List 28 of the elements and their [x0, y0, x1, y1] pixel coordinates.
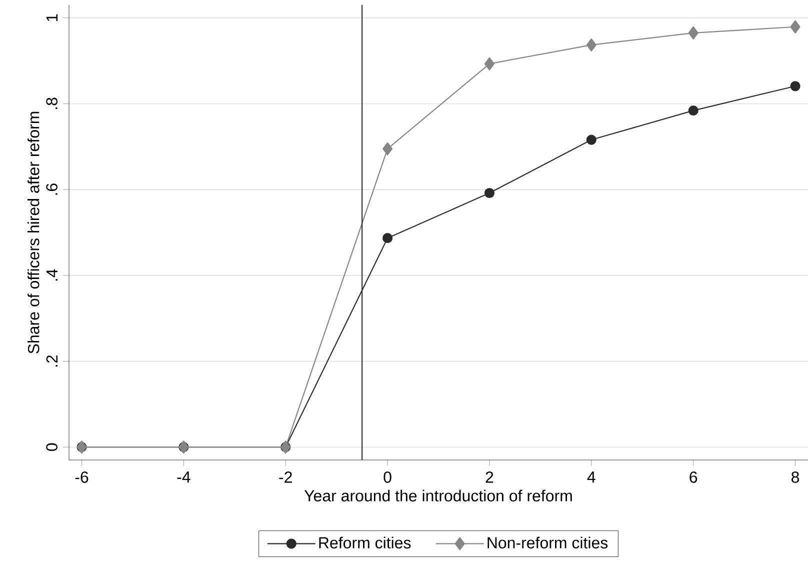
legend-label: Reform cities [319, 536, 411, 548]
y-tick-label: 1 [46, 14, 58, 22]
x-tick-label: 4 [587, 472, 596, 483]
legend-label: Non-reform cities [488, 536, 608, 548]
point [586, 38, 596, 52]
point [382, 233, 393, 244]
point [586, 134, 596, 145]
x-tick-label: 2 [486, 472, 494, 483]
y-axis-title: Share of officers hired after reform [28, 112, 40, 354]
y-tick-label: .4 [46, 269, 58, 281]
point [688, 106, 698, 116]
y-tick-label: .6 [46, 184, 58, 195]
y-tick-label: .2 [46, 355, 58, 366]
x-tick-label: 6 [690, 472, 698, 483]
x-tick-label: 0 [384, 472, 392, 483]
y-tick-label: .8 [46, 98, 58, 109]
x-axis-title: Year around the introduction of reform [304, 490, 572, 502]
x-tick-label: -6 [75, 472, 88, 483]
x-tick-label: -2 [279, 472, 292, 483]
point [484, 188, 495, 198]
point [484, 57, 495, 70]
x-tick-label: 8 [792, 472, 800, 483]
point [790, 20, 800, 34]
point [790, 81, 800, 92]
point [382, 142, 393, 156]
x-tick-label: -4 [177, 472, 190, 483]
point [688, 26, 698, 40]
y-tick-label: 0 [46, 443, 58, 451]
